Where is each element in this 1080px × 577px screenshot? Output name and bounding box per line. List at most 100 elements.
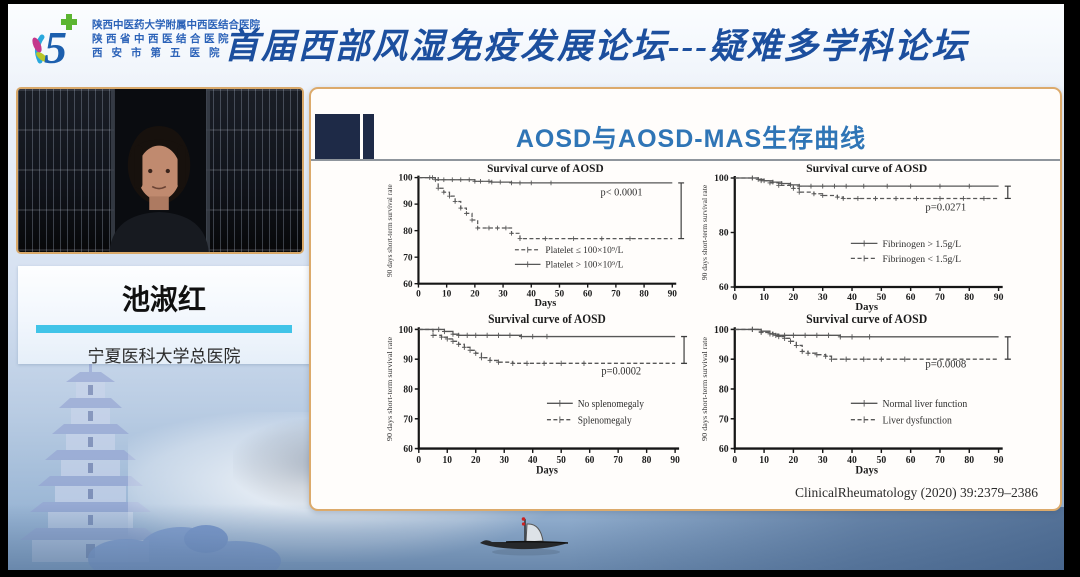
shared-slide-panel: AOSD与AOSD-MAS生存曲线 Survival curve of AOSD… [309, 87, 1062, 511]
svg-text:20: 20 [470, 289, 480, 299]
svg-text:70: 70 [613, 454, 622, 466]
cabinet-frame [111, 89, 115, 252]
slide-title-divider [311, 159, 1060, 161]
svg-text:80: 80 [719, 384, 729, 395]
svg-text:p=0.0008: p=0.0008 [925, 358, 966, 370]
svg-text:70: 70 [935, 292, 945, 303]
hospital-name-line: 陕西中医药大学附属中西医结合医院 [92, 20, 260, 31]
svg-text:Survival curve of AOSD: Survival curve of AOSD [488, 313, 606, 326]
svg-text:70: 70 [403, 253, 413, 263]
svg-text:60: 60 [719, 282, 729, 293]
svg-text:70: 70 [611, 289, 621, 299]
svg-text:10: 10 [759, 292, 769, 303]
svg-text:10: 10 [443, 454, 452, 466]
svg-text:30: 30 [498, 289, 508, 299]
svg-text:100: 100 [399, 174, 413, 184]
svg-text:100: 100 [399, 325, 413, 337]
svg-text:Days: Days [855, 464, 878, 476]
hospital-logo: 5 [32, 14, 77, 73]
hospital-name-line: 陕西省中西医结合医院 [92, 34, 232, 45]
meeting-viewport: 5 陕西中医药大学附属中西医结合医院 陕西省中西医结合医院 西安市第五医院 首届… [8, 4, 1064, 570]
svg-text:50: 50 [876, 292, 886, 303]
svg-text:20: 20 [789, 455, 799, 466]
slide-title: AOSD与AOSD-MAS生存曲线 [515, 125, 867, 153]
svg-text:80: 80 [964, 455, 974, 466]
svg-text:20: 20 [789, 292, 799, 303]
svg-text:40: 40 [528, 454, 537, 466]
svg-text:90 days short-term survival ra: 90 days short-term survival rate [700, 336, 709, 441]
svg-text:90: 90 [403, 354, 412, 366]
name-underline-bar [36, 325, 292, 333]
svg-text:Survival curve of AOSD: Survival curve of AOSD [806, 163, 927, 175]
svg-text:10: 10 [759, 455, 769, 466]
svg-text:Days: Days [855, 302, 878, 313]
survival-chart-platelet: Survival curve of AOSD 60 70 80 90 100 0 10 20 30… [385, 163, 690, 309]
svg-text:Fibrinogen > 1.5g/L: Fibrinogen > 1.5g/L [883, 239, 962, 250]
svg-text:0: 0 [416, 289, 421, 299]
svg-text:80: 80 [719, 228, 729, 239]
svg-text:p=0.0271: p=0.0271 [925, 203, 966, 214]
svg-text:Normal liver function: Normal liver function [883, 399, 968, 410]
svg-text:Survival curve of AOSD: Survival curve of AOSD [487, 163, 604, 175]
svg-text:Platelet > 100×10⁹/L: Platelet > 100×10⁹/L [545, 261, 623, 271]
svg-text:Liver dysfunction: Liver dysfunction [883, 415, 952, 426]
svg-text:30: 30 [500, 454, 509, 466]
svg-text:80: 80 [964, 292, 974, 303]
boat-graphic [480, 517, 569, 556]
svg-text:90: 90 [403, 200, 413, 210]
svg-text:90: 90 [994, 292, 1004, 303]
svg-text:40: 40 [847, 455, 857, 466]
svg-text:40: 40 [847, 292, 857, 303]
slide-accent-block [315, 114, 360, 160]
svg-text:80: 80 [403, 227, 413, 237]
svg-text:60: 60 [719, 444, 729, 455]
svg-text:90 days short-term survival ra: 90 days short-term survival rate [385, 184, 394, 277]
svg-text:60: 60 [403, 280, 413, 290]
svg-text:10: 10 [442, 289, 452, 299]
svg-text:80: 80 [403, 384, 412, 396]
svg-text:Splenomegaly: Splenomegaly [578, 415, 632, 427]
svg-text:100: 100 [714, 173, 729, 184]
speaker-affiliation: 宁夏医科大学总医院 [87, 347, 241, 366]
svg-text:Fibrinogen < 1.5g/L: Fibrinogen < 1.5g/L [883, 254, 962, 265]
svg-text:60: 60 [906, 455, 916, 466]
slide-accent-block [363, 114, 374, 160]
svg-text:0: 0 [732, 292, 737, 303]
svg-text:Days: Days [534, 298, 556, 309]
survival-chart-splenomegaly: Survival curve of AOSD 60 70 80 90 100 0 10 20 30… [385, 313, 693, 477]
logo-number: 5 [44, 22, 67, 73]
svg-text:40: 40 [527, 289, 537, 299]
svg-text:Platelet ≤ 100×10⁹/L: Platelet ≤ 100×10⁹/L [545, 246, 623, 256]
svg-text:100: 100 [714, 325, 729, 336]
bookshelf-left [18, 89, 114, 252]
svg-text:p< 0.0001: p< 0.0001 [601, 188, 643, 199]
svg-text:60: 60 [585, 454, 594, 466]
presenter-silhouette [109, 126, 209, 252]
svg-text:20: 20 [471, 454, 480, 466]
svg-text:No splenomegaly: No splenomegaly [578, 399, 644, 411]
svg-text:90: 90 [668, 289, 678, 299]
svg-text:90: 90 [994, 455, 1004, 466]
svg-text:Days: Days [536, 464, 558, 477]
svg-text:50: 50 [555, 289, 565, 299]
svg-text:30: 30 [818, 455, 828, 466]
slide-citation: ClinicalRheumatology (2020) 39:2379–2386 [795, 485, 1038, 500]
svg-text:0: 0 [416, 454, 421, 466]
svg-text:60: 60 [906, 292, 916, 303]
svg-text:50: 50 [556, 454, 565, 466]
svg-text:70: 70 [403, 414, 412, 426]
svg-text:70: 70 [719, 414, 729, 425]
cabinet-frame [206, 89, 210, 252]
svg-text:90: 90 [719, 354, 729, 365]
speaker-name: 池淑红 [121, 284, 206, 315]
svg-text:90 days short-term survival ra: 90 days short-term survival rate [700, 184, 709, 280]
water-dark-patch [568, 507, 1064, 570]
svg-text:70: 70 [935, 455, 945, 466]
svg-text:80: 80 [639, 289, 649, 299]
conference-title: 首届西部风湿免疫发展论坛---疑难多学科论坛 [224, 27, 968, 66]
svg-text:90: 90 [670, 454, 679, 466]
hospital-name-line: 西安市第五医院 [92, 48, 229, 59]
presenter-video-tile[interactable] [16, 87, 304, 254]
svg-text:p=0.0002: p=0.0002 [601, 365, 641, 378]
